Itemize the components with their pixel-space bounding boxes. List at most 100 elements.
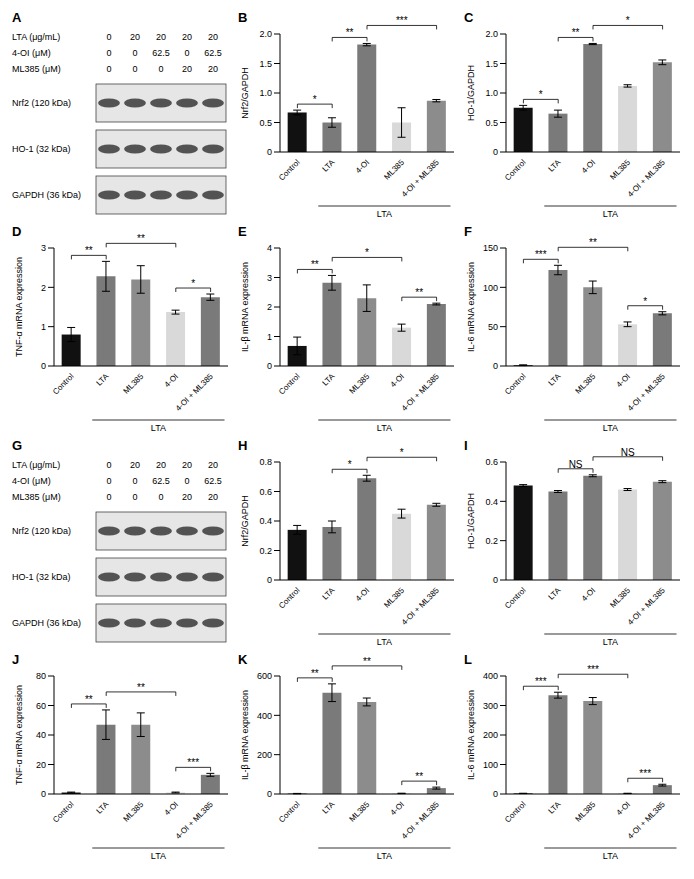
svg-text:20: 20 <box>208 492 218 502</box>
svg-text:20: 20 <box>130 460 140 470</box>
svg-text:**: ** <box>137 233 145 244</box>
svg-text:0: 0 <box>184 48 189 58</box>
svg-text:4-OI + ML385: 4-OI + ML385 <box>626 799 667 840</box>
svg-text:20: 20 <box>156 32 166 42</box>
svg-text:300: 300 <box>483 701 498 711</box>
svg-text:3: 3 <box>41 243 46 253</box>
svg-text:A: A <box>12 10 22 25</box>
svg-text:0.4: 0.4 <box>485 497 498 507</box>
svg-text:ML385: ML385 <box>122 799 146 823</box>
svg-text:4-OI (μM): 4-OI (μM) <box>12 476 51 486</box>
svg-text:0: 0 <box>493 789 498 799</box>
svg-text:TNF-α mRNA expression: TNF-α mRNA expression <box>14 685 24 785</box>
svg-text:Nrf2 (120 kDa): Nrf2 (120 kDa) <box>12 526 71 536</box>
svg-text:L: L <box>464 652 472 667</box>
svg-text:0: 0 <box>267 147 272 157</box>
svg-text:0: 0 <box>41 789 46 799</box>
svg-text:LTA: LTA <box>603 851 618 861</box>
svg-text:HO-1 (32 kDa): HO-1 (32 kDa) <box>12 144 71 154</box>
svg-text:4-OI + ML385: 4-OI + ML385 <box>174 371 215 412</box>
svg-text:**: ** <box>85 694 93 705</box>
svg-text:20: 20 <box>208 64 218 74</box>
svg-text:LTA: LTA <box>377 209 392 219</box>
svg-text:NS: NS <box>569 459 583 470</box>
svg-text:40: 40 <box>36 730 46 740</box>
svg-text:0: 0 <box>106 48 111 58</box>
svg-text:LTA: LTA <box>377 637 392 647</box>
svg-text:0: 0 <box>493 361 498 371</box>
svg-text:4-OI + ML385: 4-OI + ML385 <box>400 157 441 198</box>
svg-text:LTA: LTA <box>547 157 563 173</box>
svg-text:0: 0 <box>493 147 498 157</box>
svg-text:0.5: 0.5 <box>259 118 272 128</box>
svg-text:Control: Control <box>503 800 528 825</box>
svg-text:LTA: LTA <box>151 851 166 861</box>
svg-text:20: 20 <box>208 32 218 42</box>
svg-text:*: * <box>365 247 369 258</box>
svg-text:ML385: ML385 <box>122 371 146 395</box>
svg-text:C: C <box>464 10 474 25</box>
svg-text:LTA: LTA <box>377 851 392 861</box>
svg-text:LTA: LTA <box>547 799 563 815</box>
svg-text:4-OI + ML385: 4-OI + ML385 <box>400 799 441 840</box>
svg-text:3: 3 <box>267 273 272 283</box>
svg-text:ML385: ML385 <box>574 371 598 395</box>
svg-text:**: ** <box>572 27 580 38</box>
svg-text:20: 20 <box>36 760 46 770</box>
svg-text:0.4: 0.4 <box>259 516 272 526</box>
svg-text:1.0: 1.0 <box>259 88 272 98</box>
svg-text:LTA: LTA <box>321 799 337 815</box>
svg-text:ML385: ML385 <box>382 157 406 181</box>
svg-text:0: 0 <box>267 789 272 799</box>
svg-text:0: 0 <box>493 575 498 585</box>
svg-text:4-OI: 4-OI <box>580 158 597 175</box>
svg-text:0.8: 0.8 <box>259 457 272 467</box>
svg-text:*: * <box>191 278 195 289</box>
svg-text:LTA: LTA <box>321 585 337 601</box>
svg-text:Control: Control <box>51 372 76 397</box>
svg-text:ML385: ML385 <box>348 799 372 823</box>
svg-text:B: B <box>238 10 247 25</box>
svg-text:D: D <box>12 224 21 239</box>
svg-text:IL-6 mRNA expression: IL-6 mRNA expression <box>466 690 476 780</box>
svg-text:G: G <box>12 438 22 453</box>
svg-text:4: 4 <box>267 243 272 253</box>
svg-text:80: 80 <box>36 671 46 681</box>
svg-text:4-OI: 4-OI <box>163 800 180 817</box>
svg-text:**: ** <box>415 771 423 782</box>
svg-text:Nrf2/GAPDH: Nrf2/GAPDH <box>240 67 250 119</box>
svg-text:4-OI: 4-OI <box>580 586 597 603</box>
svg-text:**: ** <box>589 237 597 248</box>
svg-text:***: *** <box>587 664 599 675</box>
svg-text:0: 0 <box>106 492 111 502</box>
svg-text:62.5: 62.5 <box>152 48 170 58</box>
svg-text:IL-6 mRNA expression: IL-6 mRNA expression <box>466 262 476 352</box>
svg-text:**: ** <box>363 656 371 667</box>
svg-text:Control: Control <box>277 372 302 397</box>
svg-text:LTA (μg/mL): LTA (μg/mL) <box>12 460 60 470</box>
svg-text:***: *** <box>535 249 547 260</box>
svg-text:20: 20 <box>182 32 192 42</box>
svg-text:Nrf2/GAPDH: Nrf2/GAPDH <box>240 495 250 547</box>
svg-text:400: 400 <box>257 711 272 721</box>
svg-text:0: 0 <box>267 361 272 371</box>
svg-text:4-OI: 4-OI <box>389 800 406 817</box>
svg-text:IL-β mRNA expression: IL-β mRNA expression <box>240 690 250 780</box>
svg-text:4-OI: 4-OI <box>163 372 180 389</box>
svg-text:2.0: 2.0 <box>259 29 272 39</box>
svg-text:LTA: LTA <box>603 637 618 647</box>
svg-text:4-OI (μM): 4-OI (μM) <box>12 48 51 58</box>
svg-text:***: *** <box>396 15 408 26</box>
svg-text:0.6: 0.6 <box>485 457 498 467</box>
svg-text:0: 0 <box>267 575 272 585</box>
svg-text:Control: Control <box>51 800 76 825</box>
svg-text:*: * <box>643 296 647 307</box>
svg-text:HO-1/GAPDH: HO-1/GAPDH <box>466 493 476 549</box>
svg-text:0: 0 <box>132 48 137 58</box>
svg-text:60: 60 <box>36 701 46 711</box>
svg-text:4-OI: 4-OI <box>354 586 371 603</box>
svg-text:Control: Control <box>503 158 528 183</box>
svg-text:**: ** <box>415 287 423 298</box>
svg-text:4-OI + ML385: 4-OI + ML385 <box>400 371 441 412</box>
svg-text:600: 600 <box>257 671 272 681</box>
